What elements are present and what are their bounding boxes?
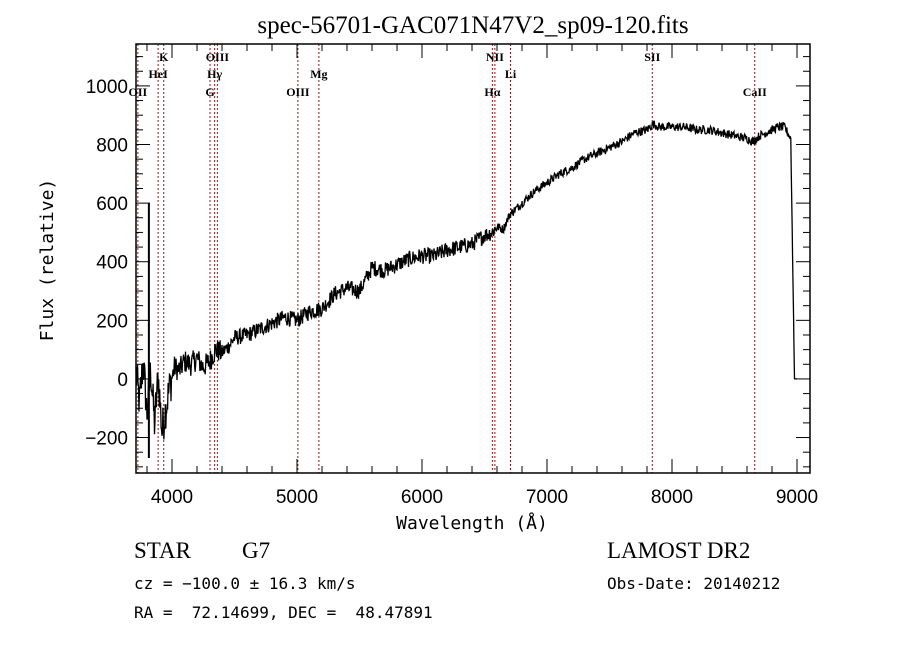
x-tick-label: 9000 — [776, 487, 818, 508]
y-axis-tick-labels: −200 0 200 400 600 800 1000 — [85, 77, 128, 450]
y-tick-label: 1000 — [86, 77, 128, 98]
coordinates-info: RA = 72.14699, DEC = 48.47891 — [134, 603, 433, 622]
spectral-line-markers — [137, 44, 756, 473]
spectral-line-label: CaII — [743, 85, 767, 99]
spectral-line-label: OIII — [206, 50, 230, 64]
y-axis-label: Flux (relative) — [37, 179, 58, 342]
y-axis-ticks — [136, 56, 810, 468]
x-axis-ticks — [146, 44, 798, 473]
y-tick-label: 600 — [96, 194, 128, 215]
spectral-line-label: Hγ — [207, 67, 222, 81]
x-tick-label: 7000 — [526, 487, 568, 508]
spectral-line-label: SII — [644, 50, 660, 64]
x-tick-label: 5000 — [276, 487, 318, 508]
y-tick-label: −200 — [85, 429, 128, 450]
spectrum-series — [135, 120, 797, 459]
spectral-line-label: Mg — [310, 67, 327, 81]
object-class: STAR — [134, 538, 191, 563]
redshift-info: cz = −100.0 ± 16.3 km/s — [134, 574, 356, 593]
x-tick-label: 4000 — [151, 487, 193, 508]
spectral-line-label: Hα — [484, 85, 500, 99]
survey-name: LAMOST DR2 — [607, 538, 751, 563]
observation-date: Obs-Date: 20140212 — [607, 574, 781, 593]
x-axis-tick-labels: 4000 5000 6000 7000 8000 9000 — [151, 487, 818, 508]
y-tick-label: 800 — [96, 136, 128, 157]
spectral-line-label: K — [159, 50, 169, 64]
y-tick-label: 400 — [96, 253, 128, 274]
chart-title: spec-56701-GAC071N47V2_sp09-120.fits — [257, 12, 688, 39]
spectral-line-label: HeI — [148, 67, 168, 81]
y-tick-label: 200 — [96, 311, 128, 332]
y-tick-label: 0 — [117, 370, 128, 391]
spectral-line-label: Li — [505, 67, 517, 81]
x-tick-label: 8000 — [651, 487, 693, 508]
spectral-line-label: NII — [486, 50, 504, 64]
plot-frame — [135, 43, 811, 474]
spectral-line-label: G — [205, 85, 214, 99]
spectral-line-label: OII — [129, 85, 148, 99]
spectral-line-label: OIII — [286, 85, 310, 99]
x-tick-label: 6000 — [401, 487, 443, 508]
object-subclass: G7 — [242, 538, 271, 563]
x-axis-label: Wavelength (Å) — [396, 512, 548, 534]
spectrum-line — [135, 120, 797, 440]
